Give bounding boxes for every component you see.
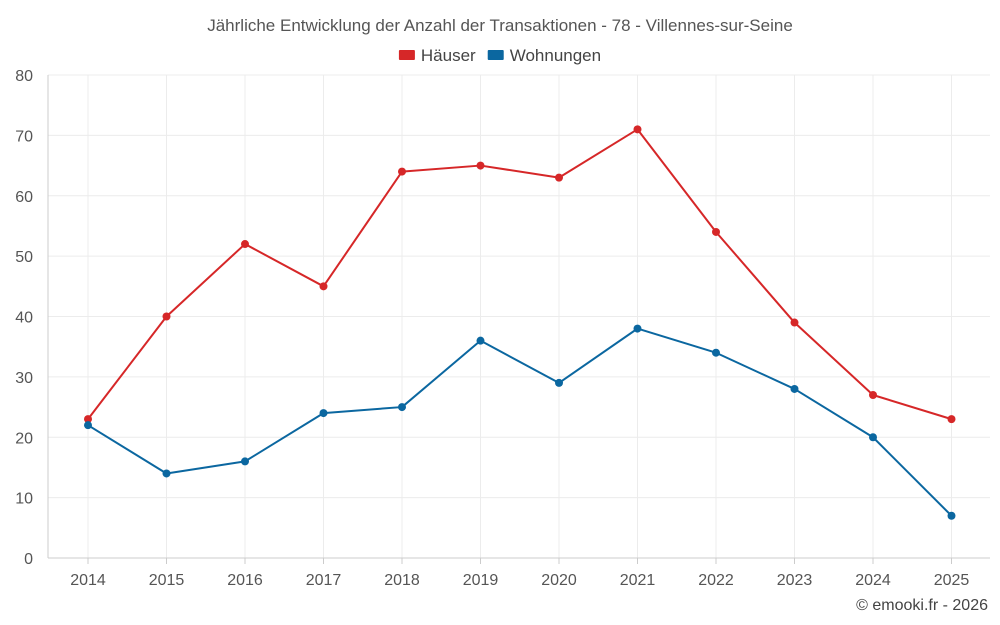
x-tick-label: 2024 bbox=[855, 572, 891, 589]
series bbox=[84, 125, 956, 520]
y-tick-label: 70 bbox=[15, 128, 33, 145]
x-tick-label: 2017 bbox=[306, 572, 342, 589]
x-tick-label: 2018 bbox=[384, 572, 420, 589]
x-tick-label: 2015 bbox=[149, 572, 185, 589]
data-point-wohnungen[interactable] bbox=[476, 336, 485, 345]
gridlines bbox=[48, 74, 990, 558]
series-line-haeuser bbox=[87, 128, 952, 421]
data-point-haeuser[interactable] bbox=[633, 125, 642, 134]
data-point-wohnungen[interactable] bbox=[398, 403, 406, 412]
data-point-haeuser[interactable] bbox=[398, 167, 406, 176]
data-point-haeuser[interactable] bbox=[162, 312, 171, 321]
y-tick-label: 20 bbox=[15, 430, 33, 447]
legend-label-haeuser[interactable]: Häuser bbox=[421, 46, 476, 65]
y-tick-label: 30 bbox=[15, 370, 33, 387]
x-tick-label: 2023 bbox=[777, 572, 813, 589]
data-point-wohnungen[interactable] bbox=[319, 409, 328, 418]
data-point-wohnungen[interactable] bbox=[555, 378, 563, 387]
data-point-haeuser[interactable] bbox=[555, 173, 563, 182]
data-point-wohnungen[interactable] bbox=[790, 384, 799, 393]
x-tick-label: 2022 bbox=[698, 572, 734, 589]
x-tick-label: 2014 bbox=[70, 572, 106, 589]
axes: 0 10 20 30 40 50 60 70 80 2014 2015 2016 2017 2018 201… bbox=[15, 68, 990, 589]
legend-label-wohnungen[interactable]: Wohnungen bbox=[510, 46, 601, 65]
data-point-wohnungen[interactable] bbox=[241, 457, 249, 466]
data-point-wohnungen[interactable] bbox=[712, 348, 720, 357]
series-line-wohnungen bbox=[87, 327, 953, 517]
x-tick-label: 2019 bbox=[463, 572, 499, 589]
data-point-haeuser[interactable] bbox=[84, 415, 92, 424]
data-point-haeuser[interactable] bbox=[476, 161, 485, 170]
y-tick-label: 0 bbox=[24, 551, 33, 568]
x-tick-label: 2021 bbox=[620, 572, 656, 589]
data-point-haeuser[interactable] bbox=[241, 240, 249, 249]
y-tick-label: 40 bbox=[15, 310, 33, 327]
data-point-haeuser[interactable] bbox=[790, 318, 799, 327]
y-tick-label: 10 bbox=[15, 491, 33, 508]
credit-text: © emooki.fr - 2026 bbox=[856, 597, 988, 614]
data-point-wohnungen[interactable] bbox=[869, 433, 877, 442]
x-tick-label: 2025 bbox=[934, 572, 970, 589]
legend-swatch-haeuser[interactable] bbox=[398, 50, 415, 60]
data-point-haeuser[interactable] bbox=[947, 415, 956, 424]
data-point-wohnungen[interactable] bbox=[162, 469, 171, 478]
legend-swatch-wohnungen[interactable] bbox=[487, 50, 504, 60]
y-tick-label: 50 bbox=[15, 249, 33, 266]
x-tick-label: 2020 bbox=[541, 572, 577, 589]
data-point-haeuser[interactable] bbox=[319, 282, 328, 291]
chart-title: Jährliche Entwicklung der Anzahl der Tra… bbox=[207, 16, 793, 35]
data-point-wohnungen[interactable] bbox=[633, 324, 642, 333]
legend: Häuser Wohnungen bbox=[398, 46, 601, 65]
data-point-wohnungen[interactable] bbox=[84, 421, 92, 430]
y-tick-label: 80 bbox=[15, 68, 33, 85]
y-tick-label: 60 bbox=[15, 189, 33, 206]
data-point-haeuser[interactable] bbox=[712, 227, 720, 236]
x-tick-label: 2016 bbox=[227, 572, 263, 589]
data-point-wohnungen[interactable] bbox=[947, 511, 956, 520]
data-point-haeuser[interactable] bbox=[869, 390, 877, 399]
